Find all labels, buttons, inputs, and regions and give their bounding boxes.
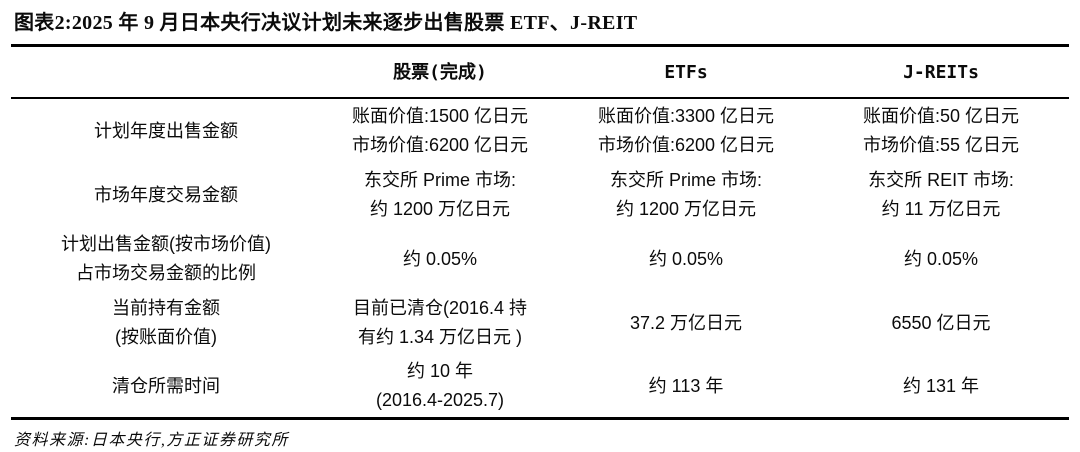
figure-title: 图表2:2025 年 9 月日本央行决议计划未来逐步出售股票 ETF、J-REI… <box>14 12 638 34</box>
cell-jreit: 账面价值:50 亿日元 市场价值:55 亿日元 <box>813 99 1069 163</box>
cell-stock: 目前已清仓(2016.4 持 有约 1.34 万亿日元 ) <box>321 291 559 355</box>
cell-line: 市场价值:6200 亿日元 <box>351 135 529 155</box>
row-label: 清仓所需时间 <box>11 355 321 417</box>
table-row: 市场年度交易金额 东交所 Prime 市场: 约 1200 万亿日元 东交所 P… <box>11 163 1069 227</box>
cell-stock: 约 10 年 (2016.4-2025.7) <box>321 355 559 417</box>
cell-jreit: 约 0.05% <box>813 227 1069 291</box>
cell-stock: 账面价值:1500 亿日元 市场价值:6200 亿日元 <box>321 99 559 163</box>
cell-line: 37.2 万亿日元 <box>629 312 743 333</box>
cell-line: 6550 亿日元 <box>891 312 991 333</box>
row-label-line: 占市场交易金额的比例 <box>76 263 256 283</box>
row-label: 计划出售金额(按市场价值) 占市场交易金额的比例 <box>11 227 321 291</box>
cell-stock: 约 0.05% <box>321 227 559 291</box>
cell-line: 约 113 年 <box>648 375 724 396</box>
row-label-line: 市场年度交易金额 <box>94 184 238 205</box>
cell-jreit: 东交所 REIT 市场: 约 11 万亿日元 <box>813 163 1069 227</box>
table-header-row: 股票(完成) ETFs J-REITs <box>11 47 1069 99</box>
data-table: 股票(完成) ETFs J-REITs 计划年度出售金额 账面价值:1500 亿… <box>11 44 1069 420</box>
table-row: 清仓所需时间 约 10 年 (2016.4-2025.7) 约 113 年 约 … <box>11 355 1069 417</box>
cell-line: 约 0.05% <box>402 248 478 269</box>
header-cell-stock: 股票(完成) <box>393 61 487 83</box>
cell-line: 目前已清仓(2016.4 持 <box>352 298 528 318</box>
cell-line: 约 0.05% <box>648 248 724 269</box>
cell-line: 账面价值:3300 亿日元 <box>597 106 775 126</box>
cell-jreit: 约 131 年 <box>813 355 1069 417</box>
table-row: 当前持有金额 (按账面价值) 目前已清仓(2016.4 持 有约 1.34 万亿… <box>11 291 1069 355</box>
row-label: 市场年度交易金额 <box>11 163 321 227</box>
header-cell-rowlabel <box>11 70 321 74</box>
source-note: 资料来源:日本央行,方正证券研究所 <box>14 432 289 449</box>
cell-line: 账面价值:1500 亿日元 <box>351 106 529 126</box>
cell-etf: 东交所 Prime 市场: 约 1200 万亿日元 <box>559 163 813 227</box>
cell-line: 约 1200 万亿日元 <box>615 199 757 219</box>
cell-line: 市场价值:55 亿日元 <box>862 135 1020 155</box>
row-label-line: 清仓所需时间 <box>112 375 220 396</box>
cell-line: 约 10 年 <box>406 361 474 381</box>
cell-line: 东交所 Prime 市场: <box>363 170 516 190</box>
row-label-line: (按账面价值) <box>115 327 217 347</box>
cell-line: 约 0.05% <box>903 248 979 269</box>
header-cell-etf: ETFs <box>664 61 708 83</box>
cell-etf: 37.2 万亿日元 <box>559 291 813 355</box>
cell-etf: 约 113 年 <box>559 355 813 417</box>
header-cell-jreit: J-REITs <box>903 61 979 83</box>
row-label: 计划年度出售金额 <box>11 99 321 163</box>
cell-line: 约 131 年 <box>902 375 980 396</box>
row-label-line: 计划出售金额(按市场价值) <box>61 234 271 254</box>
row-label: 当前持有金额 (按账面价值) <box>11 291 321 355</box>
cell-line: 东交所 REIT 市场: <box>868 170 1014 190</box>
cell-line: (2016.4-2025.7) <box>375 390 505 410</box>
row-label-line: 计划年度出售金额 <box>94 120 238 141</box>
cell-line: 约 11 万亿日元 <box>881 199 1001 219</box>
row-label-line: 当前持有金额 <box>112 298 220 318</box>
cell-line: 有约 1.34 万亿日元 ) <box>357 327 523 347</box>
table-row: 计划年度出售金额 账面价值:1500 亿日元 市场价值:6200 亿日元 账面价… <box>11 99 1069 163</box>
cell-stock: 东交所 Prime 市场: 约 1200 万亿日元 <box>321 163 559 227</box>
table-row: 计划出售金额(按市场价值) 占市场交易金额的比例 约 0.05% 约 0.05%… <box>11 227 1069 291</box>
cell-jreit: 6550 亿日元 <box>813 291 1069 355</box>
cell-line: 市场价值:6200 亿日元 <box>597 135 775 155</box>
cell-line: 约 1200 万亿日元 <box>369 199 511 219</box>
cell-line: 东交所 Prime 市场: <box>609 170 762 190</box>
cell-etf: 约 0.05% <box>559 227 813 291</box>
cell-etf: 账面价值:3300 亿日元 市场价值:6200 亿日元 <box>559 99 813 163</box>
cell-line: 账面价值:50 亿日元 <box>862 106 1020 126</box>
